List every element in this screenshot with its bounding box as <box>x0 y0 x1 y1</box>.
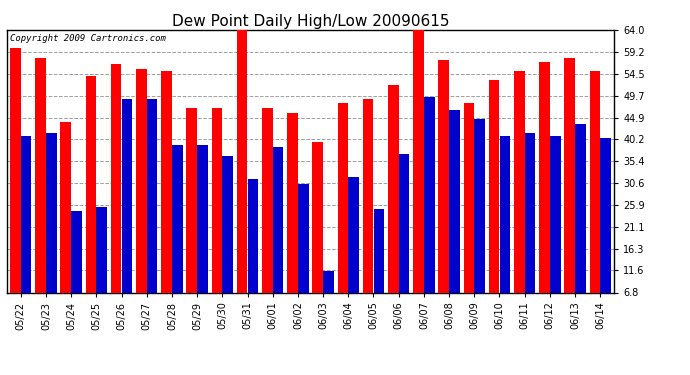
Bar <box>121 99 132 324</box>
Bar <box>363 99 373 324</box>
Bar <box>161 71 172 324</box>
Bar <box>35 57 46 324</box>
Bar <box>313 142 323 324</box>
Bar <box>248 179 258 324</box>
Bar <box>525 133 535 324</box>
Bar <box>373 209 384 324</box>
Bar <box>212 108 222 324</box>
Bar <box>136 69 146 324</box>
Bar <box>539 62 550 324</box>
Bar <box>111 64 121 324</box>
Title: Dew Point Daily High/Low 20090615: Dew Point Daily High/Low 20090615 <box>172 14 449 29</box>
Bar <box>475 120 485 324</box>
Bar <box>237 28 248 324</box>
Bar <box>413 26 424 324</box>
Bar <box>438 60 449 324</box>
Bar <box>298 184 308 324</box>
Bar <box>575 124 586 324</box>
Bar <box>424 96 435 324</box>
Bar <box>399 154 409 324</box>
Bar <box>186 108 197 324</box>
Bar <box>172 145 183 324</box>
Bar <box>449 110 460 324</box>
Bar <box>550 135 560 324</box>
Bar <box>197 145 208 324</box>
Bar <box>388 85 399 324</box>
Bar <box>61 122 71 324</box>
Bar <box>222 156 233 324</box>
Bar <box>273 147 284 324</box>
Bar <box>489 81 500 324</box>
Text: Copyright 2009 Cartronics.com: Copyright 2009 Cartronics.com <box>10 34 166 43</box>
Bar <box>21 135 32 324</box>
Bar <box>262 108 273 324</box>
Bar <box>564 57 575 324</box>
Bar <box>600 138 611 324</box>
Bar <box>464 104 474 324</box>
Bar <box>514 71 524 324</box>
Bar <box>71 211 82 324</box>
Bar <box>97 207 107 324</box>
Bar <box>86 76 96 324</box>
Bar <box>500 135 510 324</box>
Bar <box>323 271 334 324</box>
Bar <box>287 112 298 324</box>
Bar <box>589 71 600 324</box>
Bar <box>10 48 21 324</box>
Bar <box>147 99 157 324</box>
Bar <box>337 104 348 324</box>
Bar <box>348 177 359 324</box>
Bar <box>46 133 57 324</box>
